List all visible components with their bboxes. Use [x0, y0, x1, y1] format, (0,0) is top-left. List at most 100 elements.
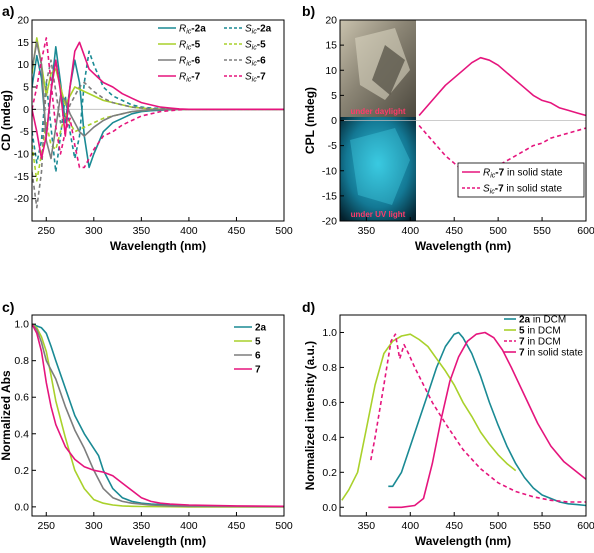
x-tick-label: 450: [445, 225, 463, 237]
y-tick-label: 15: [17, 37, 29, 49]
x-tick-label: 550: [533, 225, 551, 237]
series-line-1: [32, 323, 284, 508]
y-tick-label: -5: [328, 140, 337, 152]
x-tick-label: 400: [180, 520, 198, 532]
photo-inset: under daylight under UV light: [340, 20, 416, 221]
x-tick-label: 400: [180, 225, 198, 237]
legend: Ric-2a Sic-2a Ric-5 Sic-5 Ric-6 Sic-6 Ric-7 Sic…: [158, 24, 272, 84]
x-tick-label: 500: [275, 225, 293, 237]
series-line-1: [388, 331, 586, 507]
x-axis-label: Wavelength (nm): [110, 239, 206, 253]
y-axis-label: Normalized intensity (a.u.): [303, 341, 317, 490]
plot-frame: [31, 314, 285, 517]
legend-entry: 6: [255, 351, 261, 362]
legend-entry: Ric-2a: [179, 24, 206, 36]
y-tick-label: 0.2: [14, 465, 29, 477]
daylight-crystal-shade: [372, 45, 405, 95]
y-tick-label: 0.4: [14, 428, 29, 440]
legend-entry: Sic-7 in solid state: [483, 184, 562, 196]
y-tick-label: -10: [14, 149, 29, 161]
y-tick-label: 0.0: [322, 502, 337, 514]
legend: Ric-7 in solid state Sic-7 in solid state: [457, 162, 585, 198]
y-tick-label: 0.6: [14, 392, 29, 404]
y-tick-label: 5: [331, 90, 337, 102]
x-tick-label: 350: [358, 225, 376, 237]
y-tick-label: -5: [20, 126, 29, 138]
legend-entry: 7 in solid state: [519, 348, 583, 359]
y-tick-label: 5: [23, 82, 29, 94]
series-line-7: [32, 41, 284, 160]
series-line-2: [341, 333, 517, 501]
series-line-4: [32, 108, 284, 182]
y-axis-label: CD (mdeg): [0, 90, 13, 151]
plots: 250 300 350 400 450 500 -20 -15 -10 -5 0 5 10 15 20 Wav…: [0, 15, 594, 549]
y-tick-label: 1.0: [322, 327, 337, 339]
uv-crystal: [350, 128, 410, 205]
series-line-4: [32, 323, 284, 508]
y-tick-label: -20: [322, 216, 337, 228]
legend-entry: Ric-7 in solid state: [483, 168, 563, 180]
x-tick-label: 350: [133, 225, 151, 237]
y-tick-label: 20: [325, 15, 337, 27]
x-tick-label: 250: [37, 225, 55, 237]
legend-entry: Ric-7: [179, 72, 201, 84]
x-tick-label: 600: [577, 225, 594, 237]
series-line-3: [370, 333, 586, 503]
x-tick-label: 450: [228, 520, 246, 532]
y-tick-label: 0.2: [322, 467, 337, 479]
y-tick-label: 0.0: [14, 501, 29, 513]
panel-label-b: b): [302, 3, 315, 19]
legend: 2a 5 6 7: [234, 323, 267, 376]
series-line-4: [388, 331, 586, 509]
legend-entry: 7 in DCM: [519, 337, 561, 348]
y-tick-label: 15: [325, 40, 337, 52]
legend-entry: 5: [255, 337, 261, 348]
x-tick-label: 300: [85, 225, 103, 237]
legend-entry: 5 in DCM: [519, 326, 561, 337]
y-tick-label: -10: [322, 165, 337, 177]
legend-entry: Sic-7: [245, 72, 266, 84]
x-tick-label: 300: [85, 520, 103, 532]
panel-label-a: a): [2, 3, 14, 19]
legend-entry: Sic-6: [245, 56, 266, 68]
y-tick-label: 10: [325, 65, 337, 77]
uv-photo: [340, 117, 416, 221]
daylight-caption: under daylight: [350, 107, 405, 116]
x-tick-label: 550: [533, 520, 551, 532]
series-line-8: [32, 37, 284, 169]
y-tick-label: 20: [17, 15, 29, 27]
y-tick-label: 0: [331, 115, 337, 127]
x-tick-label: 600: [577, 520, 594, 532]
x-axis-label: Wavelength (nm): [110, 534, 206, 548]
x-tick-label: 450: [445, 520, 463, 532]
x-tick-label: 500: [489, 520, 507, 532]
y-axis-label: CPL (mdeg): [303, 87, 317, 154]
x-tick-label: 500: [489, 225, 507, 237]
chart-a: 250 300 350 400 450 500 -20 -15 -10 -5 0 5 10 15 20 Wav…: [0, 15, 293, 254]
chart-c: 250 300 350 400 450 500 0.0 0.2 0.4 0.6 0.8 1.0 Wave…: [0, 314, 293, 548]
series-line-3: [32, 323, 284, 508]
y-tick-label: 0.8: [322, 362, 337, 374]
plot-frame: [339, 314, 587, 517]
legend-box: [457, 162, 585, 198]
chart-d: 350 400 450 500 550 600 0.0 0.2 0.4 0.6 0.8 1.0 Wave…: [303, 314, 594, 548]
y-tick-label: -15: [322, 190, 337, 202]
legend-entry: 2a: [255, 323, 267, 334]
x-tick-label: 500: [275, 520, 293, 532]
legend-entry: 7: [255, 365, 261, 376]
panel-label-d: d): [302, 299, 315, 315]
y-tick-label: 1.0: [14, 319, 29, 331]
y-tick-label: -15: [14, 171, 29, 183]
x-tick-label: 350: [358, 520, 376, 532]
x-tick-label: 450: [228, 225, 246, 237]
series-line-5: [32, 41, 284, 160]
x-axis-label: Wavelength (nm): [415, 534, 511, 548]
x-tick-label: 250: [37, 520, 55, 532]
y-tick-label: 10: [17, 59, 29, 71]
legend-entry: Sic-5: [245, 40, 266, 52]
legend-entry: Sic-2a: [245, 24, 272, 36]
y-tick-label: 0.4: [322, 432, 337, 444]
y-tick-label: -20: [14, 193, 29, 205]
